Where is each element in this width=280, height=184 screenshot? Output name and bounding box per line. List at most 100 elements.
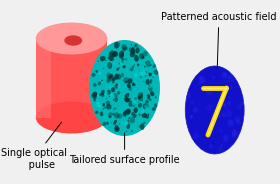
Ellipse shape xyxy=(126,131,127,132)
Ellipse shape xyxy=(106,98,107,100)
Ellipse shape xyxy=(149,73,152,77)
Ellipse shape xyxy=(102,103,105,107)
Ellipse shape xyxy=(115,42,120,48)
Text: Tailored surface profile: Tailored surface profile xyxy=(69,133,180,165)
Ellipse shape xyxy=(92,73,95,77)
Ellipse shape xyxy=(128,98,131,101)
Ellipse shape xyxy=(230,78,234,82)
Ellipse shape xyxy=(114,53,116,55)
Ellipse shape xyxy=(209,144,213,149)
Ellipse shape xyxy=(134,55,139,62)
Ellipse shape xyxy=(223,103,226,106)
Ellipse shape xyxy=(138,101,139,103)
Ellipse shape xyxy=(225,76,231,83)
Ellipse shape xyxy=(125,109,131,115)
Ellipse shape xyxy=(129,47,133,53)
Ellipse shape xyxy=(106,77,111,83)
Ellipse shape xyxy=(36,102,107,134)
Ellipse shape xyxy=(115,125,119,130)
Polygon shape xyxy=(36,38,51,118)
Ellipse shape xyxy=(110,94,113,97)
Ellipse shape xyxy=(124,121,128,125)
Ellipse shape xyxy=(99,93,101,96)
Ellipse shape xyxy=(101,56,106,61)
Ellipse shape xyxy=(143,81,144,82)
Ellipse shape xyxy=(135,45,136,47)
Ellipse shape xyxy=(140,76,141,78)
Ellipse shape xyxy=(143,103,147,109)
Ellipse shape xyxy=(117,113,123,119)
Ellipse shape xyxy=(143,56,145,58)
Ellipse shape xyxy=(105,60,106,61)
Ellipse shape xyxy=(150,79,152,83)
Ellipse shape xyxy=(115,74,119,80)
Ellipse shape xyxy=(145,100,149,104)
Ellipse shape xyxy=(226,108,228,111)
Ellipse shape xyxy=(125,93,129,98)
Ellipse shape xyxy=(144,75,146,77)
Ellipse shape xyxy=(104,91,108,96)
Ellipse shape xyxy=(109,96,110,97)
Ellipse shape xyxy=(155,96,157,99)
Ellipse shape xyxy=(119,52,124,59)
Ellipse shape xyxy=(146,101,148,103)
Ellipse shape xyxy=(193,133,199,140)
Ellipse shape xyxy=(92,93,97,98)
Ellipse shape xyxy=(98,103,99,105)
Ellipse shape xyxy=(119,50,124,57)
Ellipse shape xyxy=(102,122,106,126)
Ellipse shape xyxy=(107,62,112,69)
Ellipse shape xyxy=(235,86,237,89)
Ellipse shape xyxy=(111,87,115,92)
Ellipse shape xyxy=(109,52,113,57)
Ellipse shape xyxy=(96,102,100,107)
Ellipse shape xyxy=(101,93,104,97)
Ellipse shape xyxy=(137,92,143,98)
Ellipse shape xyxy=(185,66,244,154)
Ellipse shape xyxy=(100,56,102,58)
Ellipse shape xyxy=(207,128,212,134)
Ellipse shape xyxy=(97,94,99,97)
Ellipse shape xyxy=(223,135,228,141)
Ellipse shape xyxy=(115,84,118,86)
Ellipse shape xyxy=(122,65,126,68)
Ellipse shape xyxy=(228,74,232,79)
Ellipse shape xyxy=(98,71,101,75)
Ellipse shape xyxy=(92,92,97,97)
Ellipse shape xyxy=(148,84,152,88)
Ellipse shape xyxy=(112,51,117,57)
Ellipse shape xyxy=(122,44,127,50)
Ellipse shape xyxy=(142,100,143,101)
Ellipse shape xyxy=(135,47,140,53)
Ellipse shape xyxy=(117,84,121,88)
Ellipse shape xyxy=(110,50,114,55)
Ellipse shape xyxy=(125,81,127,83)
Ellipse shape xyxy=(114,85,118,89)
Ellipse shape xyxy=(123,112,127,117)
Ellipse shape xyxy=(199,82,202,85)
Ellipse shape xyxy=(124,110,128,114)
Ellipse shape xyxy=(122,48,123,50)
Ellipse shape xyxy=(93,96,97,100)
Ellipse shape xyxy=(118,92,119,94)
Ellipse shape xyxy=(112,113,114,115)
Ellipse shape xyxy=(127,119,130,123)
Ellipse shape xyxy=(152,107,156,111)
Ellipse shape xyxy=(131,112,135,116)
Ellipse shape xyxy=(232,132,237,138)
Ellipse shape xyxy=(146,96,148,99)
Polygon shape xyxy=(36,38,107,118)
Ellipse shape xyxy=(153,64,156,68)
Ellipse shape xyxy=(152,76,154,78)
Ellipse shape xyxy=(64,35,82,46)
Ellipse shape xyxy=(120,61,123,65)
Ellipse shape xyxy=(221,72,228,79)
Ellipse shape xyxy=(125,47,128,50)
Ellipse shape xyxy=(108,112,113,118)
Ellipse shape xyxy=(220,88,226,95)
Ellipse shape xyxy=(113,121,116,125)
Ellipse shape xyxy=(114,120,117,123)
Ellipse shape xyxy=(131,130,133,132)
Ellipse shape xyxy=(227,101,231,105)
Ellipse shape xyxy=(134,107,138,113)
